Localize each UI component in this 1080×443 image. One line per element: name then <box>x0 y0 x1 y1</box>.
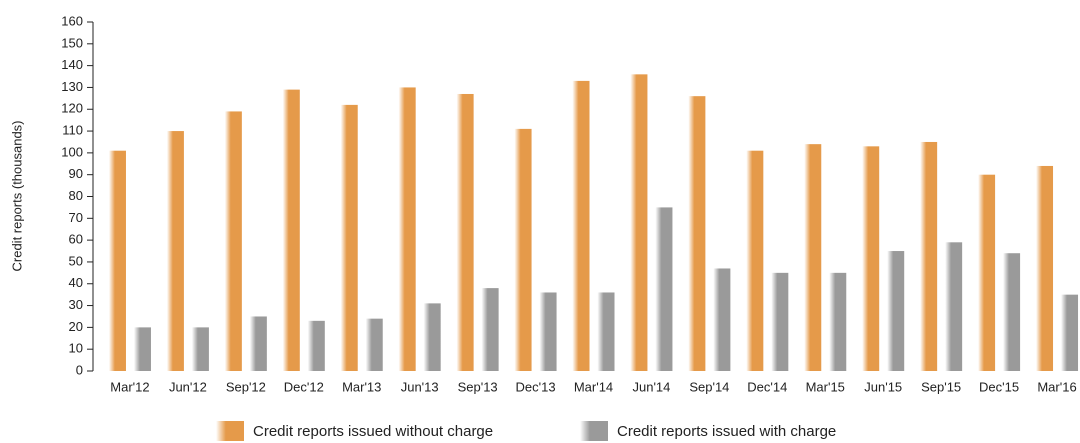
x-tick-label: Dec'12 <box>284 379 324 394</box>
bar <box>572 80 590 372</box>
bar <box>804 144 822 371</box>
bar <box>456 93 474 371</box>
bar <box>887 251 905 371</box>
bar <box>1036 165 1054 371</box>
y-tick-label: 50 <box>69 253 83 268</box>
x-tick-label: Dec'13 <box>516 379 556 394</box>
x-tick-label: Sep'12 <box>226 379 266 394</box>
bar <box>829 272 847 371</box>
y-tick-label: 30 <box>69 297 83 312</box>
y-tick-label: 110 <box>62 123 83 138</box>
y-tick-label: 80 <box>69 188 83 203</box>
bar <box>539 292 557 371</box>
x-tick-label: Sep'15 <box>921 379 961 394</box>
bar <box>481 288 499 371</box>
y-tick-label: 120 <box>61 101 83 116</box>
bar <box>133 327 151 371</box>
x-tick-label: Mar'12 <box>110 379 149 394</box>
x-tick-label: Mar'13 <box>342 379 381 394</box>
y-tick-label: 10 <box>69 341 83 356</box>
bar <box>282 89 300 372</box>
x-tick-label: Mar'14 <box>574 379 613 394</box>
y-tick-label: 150 <box>61 35 83 50</box>
bar <box>340 104 358 371</box>
legend-swatch <box>580 421 608 441</box>
bar <box>249 316 267 371</box>
bar <box>1061 294 1079 371</box>
legend-swatch <box>216 421 244 441</box>
x-tick-label: Mar'15 <box>806 379 845 394</box>
y-tick-label: 140 <box>61 57 83 72</box>
y-tick-label: 0 <box>76 362 83 377</box>
y-axis-label: Credit reports (thousands) <box>9 120 24 271</box>
y-tick-label: 70 <box>69 210 83 225</box>
y-tick-label: 90 <box>69 166 83 181</box>
y-tick-label: 130 <box>61 79 83 94</box>
bar <box>365 318 383 371</box>
x-tick-label: Mar'16 <box>1037 379 1076 394</box>
bar <box>920 141 938 371</box>
bar <box>514 128 532 371</box>
bar <box>224 111 242 372</box>
legend-label: Credit reports issued with charge <box>617 423 836 440</box>
bar <box>630 74 648 371</box>
x-tick-label: Sep'14 <box>689 379 729 394</box>
y-tick-label: 20 <box>69 319 83 334</box>
bar <box>945 242 963 371</box>
bar <box>108 150 126 371</box>
y-tick-label: 60 <box>69 232 83 247</box>
bar <box>713 268 731 371</box>
bar <box>1003 253 1021 371</box>
x-tick-label: Jun'13 <box>401 379 439 394</box>
bar <box>597 292 615 371</box>
bar <box>655 207 673 371</box>
bar <box>191 327 209 371</box>
bar <box>746 150 764 371</box>
x-tick-label: Jun'14 <box>632 379 670 394</box>
x-tick-label: Sep'13 <box>458 379 498 394</box>
bar <box>307 320 325 371</box>
bar <box>862 146 880 371</box>
bar <box>166 131 184 371</box>
bar <box>978 174 996 371</box>
y-tick-label: 40 <box>69 275 83 290</box>
x-tick-label: Dec'15 <box>979 379 1019 394</box>
bar <box>423 303 441 371</box>
bar <box>771 272 789 371</box>
x-tick-label: Dec'14 <box>747 379 787 394</box>
x-tick-label: Jun'15 <box>864 379 902 394</box>
x-tick-label: Jun'12 <box>169 379 207 394</box>
y-tick-label: 160 <box>61 13 83 28</box>
y-tick-label: 100 <box>61 144 83 159</box>
bar <box>688 96 706 371</box>
bar <box>398 87 416 371</box>
legend-label: Credit reports issued without charge <box>253 423 493 440</box>
